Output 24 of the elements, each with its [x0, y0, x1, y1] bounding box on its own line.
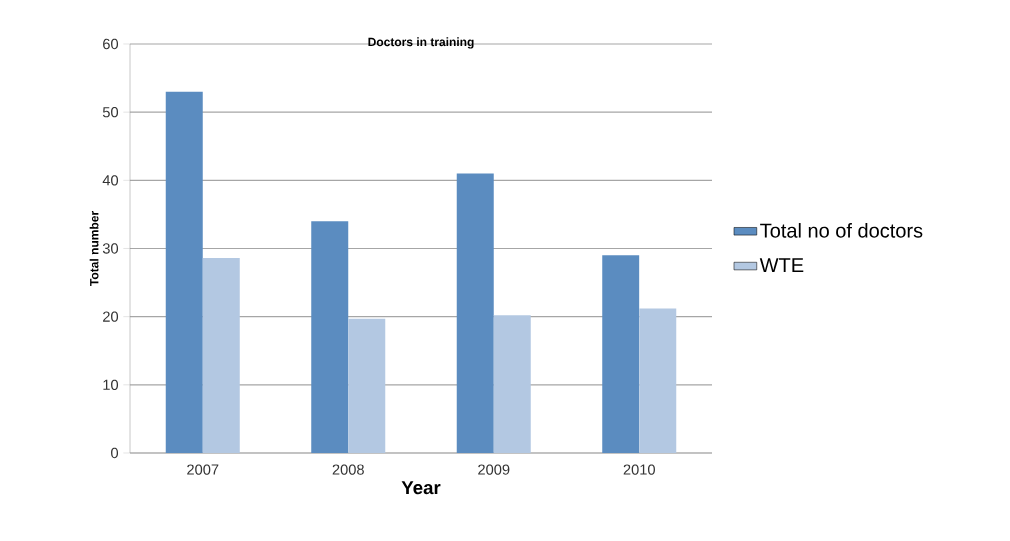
y-axis-title: Total number: [89, 211, 99, 286]
x-tick-label: 2010: [623, 464, 655, 475]
legend-label: Total no of doctors: [760, 223, 923, 238]
y-tick-label: 60: [103, 38, 119, 50]
y-tick-label: 30: [102, 243, 119, 254]
bar: [202, 258, 240, 453]
y-tick-label: 50: [102, 106, 119, 118]
y-tick-label: 10: [103, 379, 119, 391]
y-tick-label: 0: [111, 447, 119, 459]
bar: [602, 255, 640, 453]
x-tick-label: 2009: [478, 464, 510, 475]
x-axis-title: Year: [401, 481, 441, 495]
x-tick-label: 2008: [332, 464, 364, 475]
bar: [493, 315, 531, 453]
chart-title: Doctors in training: [368, 37, 474, 49]
bar: [165, 91, 203, 453]
bar: [311, 221, 349, 453]
bar: [348, 318, 386, 453]
bar: [456, 173, 494, 453]
y-tick-label: 20: [103, 311, 119, 322]
y-tick-label: 40: [102, 175, 119, 186]
bar: [639, 308, 677, 453]
legend-label: WTE: [759, 258, 804, 272]
x-tick-label: 2007: [187, 464, 219, 475]
